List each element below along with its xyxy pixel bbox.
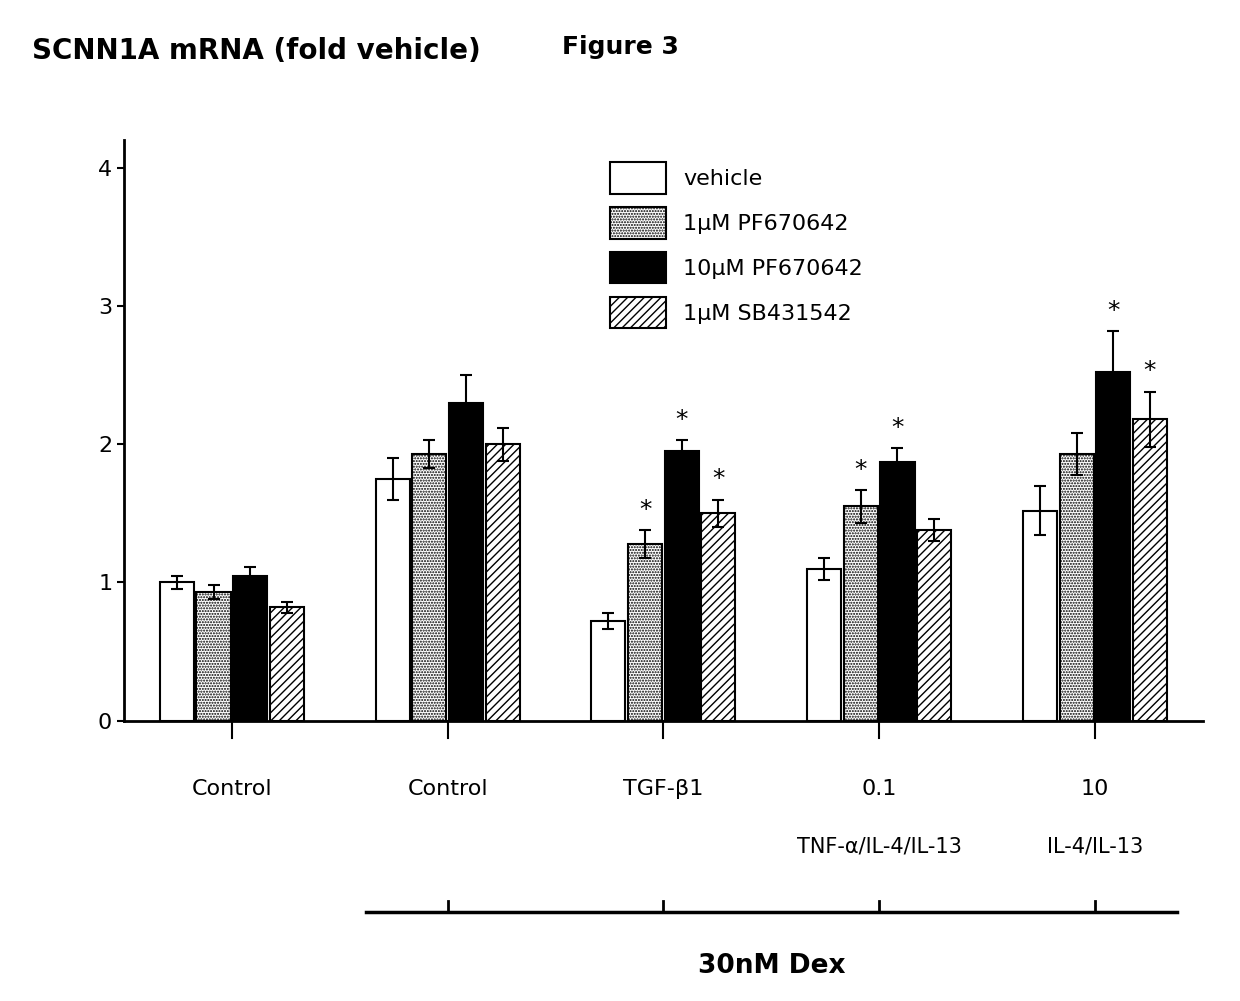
Text: *: * — [639, 497, 651, 522]
Bar — [1059, 453, 1094, 721]
Bar — [1096, 372, 1131, 721]
Legend: vehicle, 1μM PF670642, 10μM PF670642, 1μM SB431542: vehicle, 1μM PF670642, 10μM PF670642, 1μ… — [599, 151, 874, 339]
Bar — [843, 507, 878, 721]
Text: *: * — [1107, 298, 1120, 322]
Text: TGF-β1: TGF-β1 — [624, 779, 703, 799]
Bar — [918, 530, 951, 721]
Bar — [449, 402, 484, 721]
Text: TNF-α/IL-4/IL-13: TNF-α/IL-4/IL-13 — [797, 837, 961, 857]
Text: Figure 3: Figure 3 — [562, 35, 678, 59]
Bar — [196, 593, 231, 721]
Bar — [270, 608, 304, 721]
Bar — [807, 569, 841, 721]
Bar — [486, 444, 520, 721]
Bar — [665, 451, 699, 721]
Bar — [591, 622, 625, 721]
Bar — [233, 576, 268, 721]
Bar — [880, 462, 915, 721]
Bar — [160, 583, 193, 721]
Text: *: * — [892, 416, 904, 440]
Bar — [376, 478, 409, 721]
Bar — [627, 544, 662, 721]
Text: *: * — [854, 457, 867, 481]
Text: IL-4/IL-13: IL-4/IL-13 — [1047, 837, 1143, 857]
Text: *: * — [676, 407, 688, 431]
Bar — [412, 453, 446, 721]
Text: Control: Control — [407, 779, 489, 799]
Bar — [1023, 511, 1056, 721]
Text: 30nM Dex: 30nM Dex — [698, 953, 844, 979]
Bar — [702, 514, 735, 721]
Bar — [1133, 419, 1167, 721]
Text: SCNN1A mRNA (fold vehicle): SCNN1A mRNA (fold vehicle) — [32, 37, 481, 65]
Text: 0.1: 0.1 — [862, 779, 897, 799]
Text: *: * — [712, 467, 724, 491]
Text: 10: 10 — [1081, 779, 1109, 799]
Text: Control: Control — [191, 779, 273, 799]
Text: *: * — [1143, 359, 1156, 383]
